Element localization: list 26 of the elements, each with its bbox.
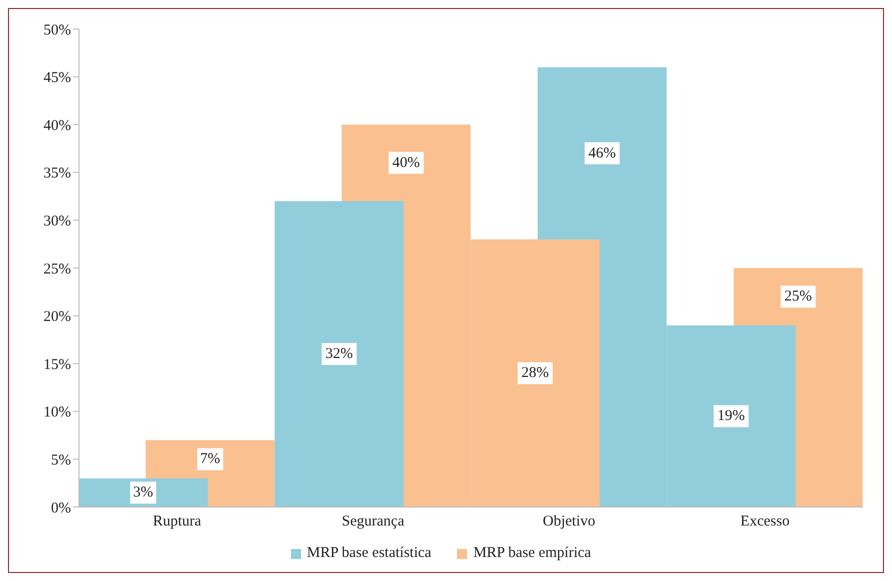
y-tick-label: 5% (51, 452, 71, 469)
y-tick-label: 45% (44, 70, 71, 86)
bar (274, 201, 404, 507)
data-label: 7% (200, 451, 220, 468)
data-label: 40% (392, 154, 420, 171)
y-tick-label: 35% (44, 166, 71, 182)
legend-label: MRP base empírica (472, 545, 592, 562)
x-tick-label: Excesso (740, 514, 790, 530)
data-label: 32% (325, 346, 353, 362)
y-tick-label: 10% (44, 404, 71, 421)
y-tick-label: 25% (44, 261, 71, 278)
x-tick-label: Ruptura (152, 514, 202, 530)
y-tick-label: 50% (44, 22, 71, 38)
legend-label: MRP base estatística (306, 545, 432, 562)
y-tick-label: 40% (44, 118, 71, 134)
data-label: 46% (588, 145, 616, 162)
data-label: 3% (133, 484, 154, 501)
x-tick-label: Objetivo (542, 514, 596, 530)
y-tick-label: 20% (44, 309, 71, 326)
data-label: 19% (717, 408, 745, 424)
y-tick-label: 0% (51, 500, 71, 516)
x-tick-label: Segurança (342, 514, 405, 530)
data-label: 28% (521, 365, 549, 382)
y-tick-label: 30% (44, 214, 71, 230)
y-tick-label: 15% (44, 356, 71, 373)
data-label: 25% (784, 288, 812, 305)
